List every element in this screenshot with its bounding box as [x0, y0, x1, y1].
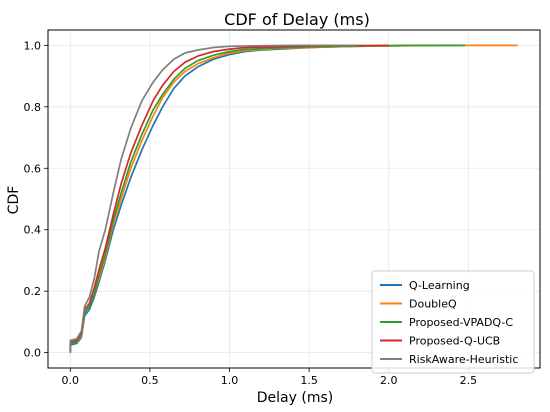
- y-tick-label: 0.4: [24, 224, 42, 237]
- x-tick-label: 1.0: [221, 374, 239, 387]
- x-tick-label: 0.0: [62, 374, 80, 387]
- x-tick-label: 2.0: [380, 374, 398, 387]
- legend-box: [371, 270, 535, 374]
- x-axis-label: Delay (ms): [257, 390, 333, 406]
- grid: [48, 30, 540, 368]
- y-tick-label: 0.0: [24, 347, 42, 360]
- legend-entry: Proposed-Q-UCB: [409, 335, 500, 348]
- legend-entry: Q-Learning: [409, 279, 470, 292]
- x-tick-label: 2.5: [460, 374, 478, 387]
- series-line-proposed-vpadq-c: [69, 44, 466, 353]
- y-tick-label: 0.2: [24, 285, 42, 298]
- series-line-riskaware-heuristic: [69, 44, 357, 353]
- y-tick-label: 0.8: [24, 101, 42, 114]
- x-tick-label: 1.5: [300, 374, 318, 387]
- legend: Q-Learning DoubleQ Proposed-VPADQ-C Propose…: [371, 270, 535, 374]
- axis-ticks: 0.0 0.5 1.0 1.5 2.0 2.5 0.0 0.2 0.4 0.6 0.8 1.0: [24, 39, 478, 387]
- legend-entry: Proposed-VPADQ-C: [409, 316, 513, 329]
- legend-entry: RiskAware-Heuristic: [409, 353, 518, 366]
- legend-entry: DoubleQ: [409, 298, 457, 311]
- y-tick-label: 1.0: [24, 39, 42, 52]
- x-tick-label: 0.5: [141, 374, 159, 387]
- y-tick-label: 0.6: [24, 162, 42, 175]
- plot-area-frame: [47, 29, 541, 369]
- series-lines: [69, 44, 518, 353]
- y-axis-label: CDF: [6, 186, 22, 215]
- chart-title: CDF of Delay (ms): [224, 10, 370, 29]
